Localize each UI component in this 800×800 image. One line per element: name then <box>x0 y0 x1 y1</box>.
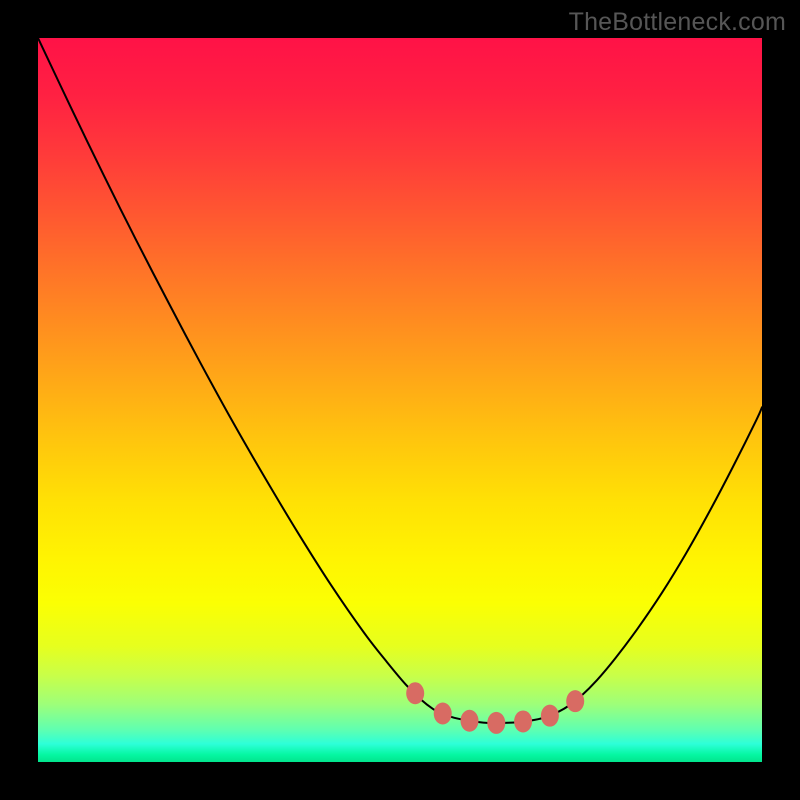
marker-point <box>434 702 452 724</box>
marker-point <box>566 690 584 712</box>
watermark-text: TheBottleneck.com <box>569 8 786 37</box>
marker-point <box>487 712 505 734</box>
marker-layer <box>38 38 762 762</box>
plot-area <box>38 38 762 762</box>
marker-point <box>514 710 532 732</box>
marker-point <box>541 705 559 727</box>
marker-point <box>406 682 424 704</box>
marker-point <box>461 710 479 732</box>
